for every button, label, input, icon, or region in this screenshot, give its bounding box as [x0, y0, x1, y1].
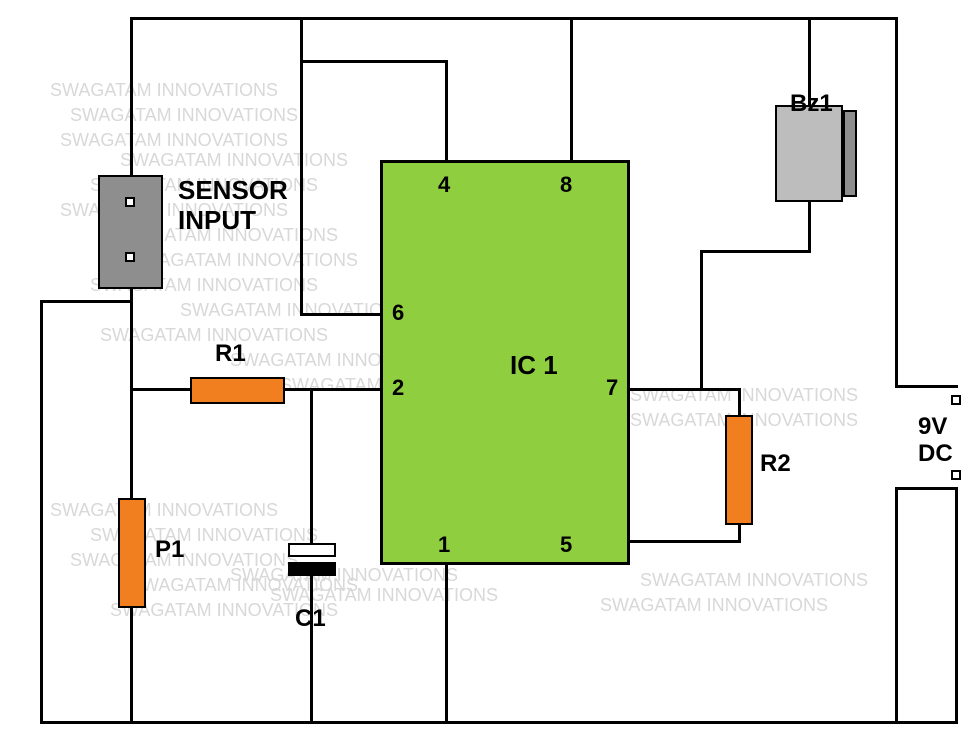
p1-pot: [118, 498, 146, 608]
watermark-text: SWAGATAM INNOVATIONS: [230, 565, 458, 586]
wire-pin5: [627, 540, 740, 543]
sensor-pin1: [125, 197, 135, 207]
wire-pin6: [300, 313, 383, 316]
watermark-text: SWAGATAM INNOVATIONS: [180, 300, 408, 321]
wire-pin1: [445, 563, 448, 724]
ic-pin-7: 7: [606, 375, 618, 401]
bz1-inner: [843, 110, 857, 197]
watermark-text: SWAGATAM INNOVATIONS: [70, 105, 298, 126]
wire-r1-left: [130, 388, 192, 391]
c1-plate-bot: [288, 562, 336, 576]
c1-plate-top: [288, 543, 336, 557]
wire-right-bot: [955, 487, 958, 724]
wire-r2-top: [738, 388, 741, 418]
wire-pin4: [445, 60, 448, 163]
watermark-text: SWAGATAM INNOVATIONS: [60, 130, 288, 151]
sensor-pin2: [125, 252, 135, 262]
watermark-text: SWAGATAM INNOVATIONS: [130, 250, 358, 271]
wire-bottom: [40, 721, 957, 724]
wire-9v-bot: [895, 487, 958, 490]
ic1-label: IC 1: [510, 350, 558, 381]
watermark-text: SWAGATAM INNOVATIONS: [600, 595, 828, 616]
p1-label: P1: [155, 536, 184, 564]
r2-label: R2: [760, 450, 791, 478]
wire-sensor-to-left: [40, 300, 132, 303]
wire-p1-bot: [130, 606, 133, 724]
r1: [190, 377, 285, 404]
wire-r2-bot: [738, 523, 741, 543]
wire-pin7: [627, 388, 740, 391]
bz1-label: Bz1: [790, 90, 833, 118]
watermark-text: SWAGATAM INNOVATIONS: [50, 80, 278, 101]
power-voltage: 9V: [918, 413, 947, 441]
c1-label: C1: [295, 605, 326, 633]
sensor-label-2: INPUT: [178, 205, 256, 236]
sensor-label-1: SENSOR: [178, 175, 288, 206]
wire-pin2: [285, 388, 383, 391]
wire-bz-in: [808, 200, 811, 253]
r1-label: R1: [215, 340, 246, 368]
terminal-9v-neg: [951, 470, 961, 480]
ic-pin-8: 8: [560, 172, 572, 198]
wire-sensor-top: [130, 17, 133, 177]
wire-pin8: [570, 17, 573, 163]
sensor-input-connector: [98, 175, 163, 289]
wire-p1-top: [130, 388, 133, 500]
wire-r1-to-sensor: [130, 300, 133, 391]
watermark-text: SWAGATAM INNOVATIONS: [130, 575, 358, 596]
wire-c1-top: [310, 388, 313, 543]
ic-pin-5: 5: [560, 532, 572, 558]
ic-pin-1: 1: [438, 532, 450, 558]
ic1: [380, 160, 630, 565]
watermark-text: SWAGATAM INNOVATIONS: [640, 570, 868, 591]
bz1: [775, 105, 843, 202]
terminal-9v-pos: [951, 395, 961, 405]
watermark-text: SWAGATAM INNOVATIONS: [120, 150, 348, 171]
ic-pin-4: 4: [438, 172, 450, 198]
ic-pin-6: 6: [392, 300, 404, 326]
wire-right-inner: [895, 487, 898, 724]
wire-p4-to-left-rail: [300, 17, 303, 315]
wire-p4-h: [300, 60, 448, 63]
wire-bz-down: [700, 250, 703, 391]
wire-c1-bot: [310, 576, 313, 724]
r2: [725, 415, 753, 525]
watermark-text: SWAGATAM INNOVATIONS: [100, 325, 328, 346]
wire-bz-h: [700, 250, 810, 253]
wire-left-bottom: [40, 300, 43, 724]
wire-9v-top: [895, 385, 958, 388]
watermark-text: SWAGATAM INNOVATIONS: [270, 585, 498, 606]
ic-pin-2: 2: [392, 375, 404, 401]
wire-top: [130, 17, 898, 20]
power-type: DC: [918, 440, 953, 468]
wire-right-top: [895, 17, 898, 387]
watermark-text: SWAGATAM INNOVATIONS: [50, 500, 278, 521]
